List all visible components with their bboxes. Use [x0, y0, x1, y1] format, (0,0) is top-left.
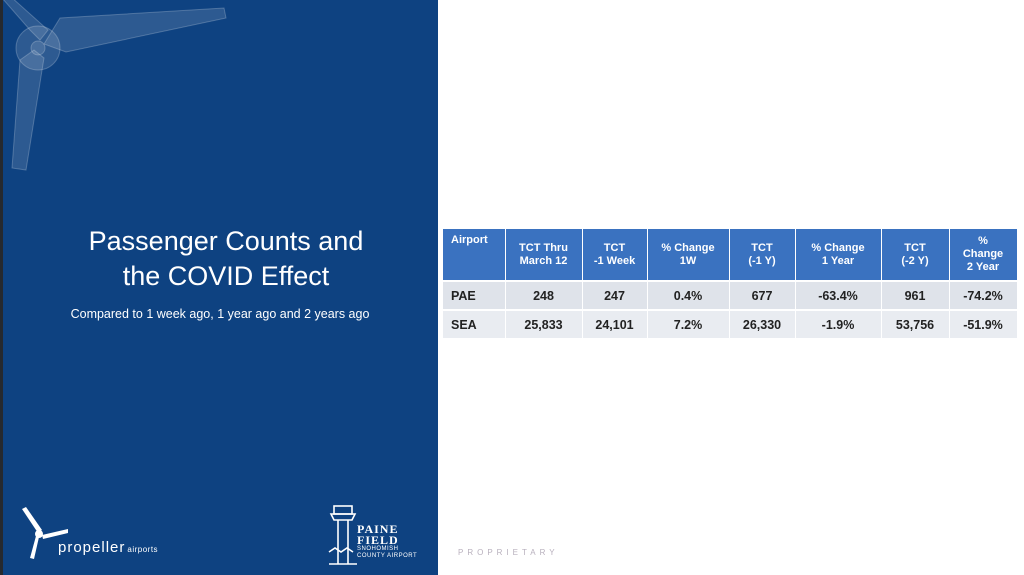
paine-line-3: SNOHOMISH [357, 546, 399, 552]
cell-tct-1-week: 247 [582, 280, 648, 310]
propeller-suffix: airports [127, 545, 159, 554]
control-tower-icon [328, 505, 357, 565]
propeller-logo-icon [22, 507, 68, 559]
cell-tct-1-year: 26,330 [729, 309, 796, 338]
propeller-wordmark: propeller airports [58, 539, 158, 556]
cell-tct-2-year: 53,756 [881, 309, 950, 338]
cell-airport: SEA [443, 309, 506, 338]
header-tct-1-week: TCT -1 Week [582, 229, 648, 281]
cell-tct-1-year: 677 [729, 280, 796, 310]
header-change-2-year: % Change 2 Year [949, 229, 1018, 281]
cell-tct-thru: 25,833 [505, 309, 583, 338]
propeller-watermark-icon [3, 0, 227, 171]
title-line-1: Passenger Counts and [88, 226, 364, 256]
paine-line-1: PAINE [357, 522, 399, 536]
propeller-name: propeller [58, 539, 126, 556]
table-row: PAE 248 247 0.4% 677 -63.4% 961 -74.2% [443, 280, 1018, 310]
paine-field-wordmark: PAINE FIELD SNOHOMISH COUNTY AIRPORT [357, 522, 418, 560]
title-panel: Passenger Counts and the COVID Effect Co… [0, 0, 438, 575]
title-line-2: the COVID Effect [122, 261, 330, 291]
cell-change-1-year: -1.9% [795, 309, 882, 338]
cell-tct-1-week: 24,101 [582, 309, 648, 338]
paine-line-4: COUNTY AIRPORT [357, 553, 418, 559]
cell-airport: PAE [443, 280, 506, 310]
header-tct-1-year: TCT (-1 Y) [729, 229, 796, 281]
proprietary-label: PROPRIETARY [458, 548, 559, 557]
cell-change-1w: 7.2% [647, 309, 730, 338]
cell-change-1w: 0.4% [647, 280, 730, 310]
cell-tct-2-year: 961 [881, 280, 950, 310]
subtitle: Compared to 1 week ago, 1 year ago and 2… [70, 307, 370, 321]
cell-change-1-year: -63.4% [795, 280, 882, 310]
page-title: Passenger Counts and the COVID Effect [40, 224, 412, 294]
header-tct-2-year: TCT (-2 Y) [881, 229, 950, 281]
cell-change-2-year: -51.9% [949, 309, 1018, 338]
paine-line-2: FIELD [357, 533, 399, 547]
cell-tct-thru: 248 [505, 280, 583, 310]
cell-change-2-year: -74.2% [949, 280, 1018, 310]
header-tct-thru: TCT Thru March 12 [505, 229, 583, 281]
header-airport: Airport [443, 229, 506, 281]
panel-edge [0, 0, 3, 575]
header-change-1w: % Change 1W [647, 229, 730, 281]
table-row: SEA 25,833 24,101 7.2% 26,330 -1.9% 53,7… [443, 309, 1018, 338]
header-change-1-year: % Change 1 Year [795, 229, 882, 281]
table-header-row: Airport TCT Thru March 12 TCT -1 Week % Ch… [443, 229, 1018, 281]
passenger-counts-table: Airport TCT Thru March 12 TCT -1 Week % Ch… [443, 229, 1018, 338]
